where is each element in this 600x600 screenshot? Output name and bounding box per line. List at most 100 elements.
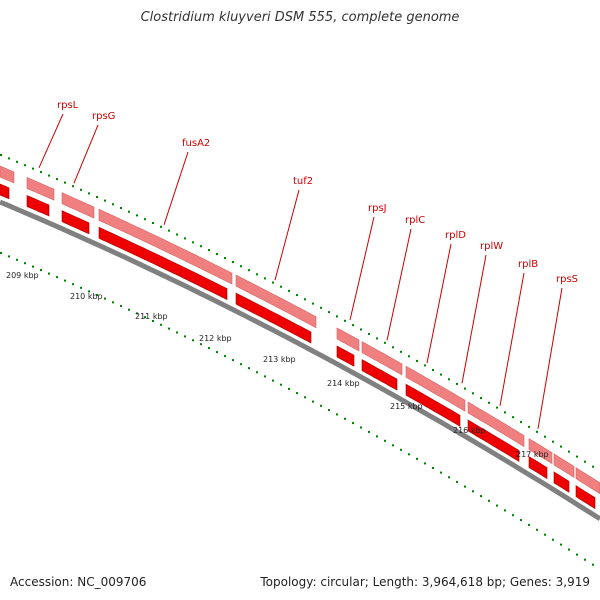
gene-label: rplD bbox=[445, 230, 466, 241]
tick-dot bbox=[584, 460, 586, 463]
gene-box bbox=[361, 341, 403, 376]
tick-dot bbox=[216, 351, 218, 354]
tick-dot bbox=[544, 435, 546, 438]
tick-dot bbox=[432, 369, 434, 371]
tick-dot bbox=[344, 319, 346, 322]
tick-dot bbox=[464, 485, 466, 488]
tick-dot bbox=[384, 439, 386, 442]
tick-dot bbox=[400, 350, 402, 353]
gene-label: rplC bbox=[405, 215, 425, 226]
tick-dot bbox=[0, 252, 2, 254]
tick-dot bbox=[304, 298, 306, 301]
tick-dot bbox=[440, 471, 442, 474]
tick-dot bbox=[96, 196, 98, 198]
tick-dot bbox=[288, 387, 290, 390]
outer-gene-track bbox=[0, 165, 600, 495]
tick-dot bbox=[304, 396, 306, 399]
tick-dot bbox=[176, 331, 178, 334]
tick-dot bbox=[328, 311, 330, 314]
tick-dot bbox=[448, 378, 450, 381]
tick-dot bbox=[176, 233, 178, 236]
tick-dot bbox=[112, 203, 114, 206]
tick-dot bbox=[56, 178, 58, 181]
kbp-label: 215 kbp bbox=[390, 402, 423, 411]
tick-dot bbox=[64, 181, 66, 184]
gene-box bbox=[235, 274, 317, 329]
gene-box bbox=[467, 401, 525, 448]
tick-dot bbox=[536, 430, 538, 433]
tick-dot bbox=[240, 363, 242, 366]
tick-dot bbox=[448, 476, 450, 479]
tick-dot bbox=[168, 229, 170, 232]
tick-dot bbox=[136, 312, 138, 315]
tick-dot bbox=[472, 490, 474, 493]
gene-arrow bbox=[336, 345, 355, 367]
tick-dot bbox=[40, 171, 42, 174]
gene-arrow bbox=[26, 195, 50, 217]
tick-dot bbox=[248, 367, 250, 370]
tick-dot bbox=[472, 392, 474, 395]
tick-dot bbox=[336, 413, 338, 416]
tick-dot bbox=[104, 297, 106, 300]
kbp-label: 211 kbp bbox=[135, 312, 168, 321]
tick-dot bbox=[336, 315, 338, 318]
tick-dot bbox=[552, 440, 554, 443]
leader-line bbox=[386, 228, 412, 341]
gene-label: rplB bbox=[518, 259, 538, 270]
tick-dot bbox=[392, 444, 394, 447]
tick-dot bbox=[232, 359, 234, 362]
gene-box bbox=[61, 192, 95, 219]
tick-dot bbox=[136, 214, 138, 217]
tick-dot bbox=[200, 343, 202, 346]
tick-dot bbox=[328, 409, 330, 412]
tick-dot bbox=[480, 495, 482, 498]
tick-dot bbox=[160, 225, 162, 228]
tick-dot bbox=[184, 335, 186, 338]
tick-dot bbox=[128, 210, 130, 213]
tick-dot bbox=[88, 192, 90, 195]
tick-dot bbox=[528, 425, 530, 428]
gene-label: rpsG bbox=[92, 111, 115, 122]
tick-dot bbox=[24, 262, 26, 265]
tick-dot bbox=[8, 157, 10, 160]
tick-dot bbox=[408, 453, 410, 456]
tick-dot bbox=[264, 375, 266, 378]
tick-dot bbox=[8, 255, 10, 258]
tick-dot bbox=[568, 450, 570, 453]
gene-label: rplW bbox=[480, 241, 503, 252]
tick-dot bbox=[272, 281, 274, 284]
gene-label: rpsS bbox=[556, 274, 578, 285]
tick-dot bbox=[352, 324, 354, 327]
kbp-label-layer: 209 kbp 210 kbp 211 kbp 212 kbp 213 kbp 214 k… bbox=[6, 271, 549, 459]
gene-arrow bbox=[553, 471, 570, 493]
leader-line bbox=[73, 124, 99, 184]
tick-dot bbox=[592, 563, 594, 566]
tick-dot bbox=[368, 430, 370, 433]
tick-dot bbox=[96, 294, 98, 296]
gene-label: fusA2 bbox=[182, 138, 210, 149]
tick-dot bbox=[144, 316, 146, 319]
leader-line bbox=[38, 113, 64, 169]
tick-dot bbox=[360, 426, 362, 429]
tick-dot bbox=[320, 306, 322, 309]
tick-dot bbox=[152, 222, 154, 224]
tick-dot bbox=[224, 355, 226, 358]
tick-dot bbox=[280, 383, 282, 386]
tick-dot bbox=[168, 327, 170, 330]
tick-dot bbox=[584, 558, 586, 561]
tick-dot bbox=[496, 504, 498, 507]
gene-arrow bbox=[235, 292, 312, 344]
kbp-label: 213 kbp bbox=[263, 355, 296, 364]
backbone-line bbox=[0, 199, 600, 521]
outer-tick-track bbox=[0, 154, 594, 468]
gene-label: rpsJ bbox=[368, 203, 387, 214]
tick-dot bbox=[120, 305, 122, 307]
tick-dot bbox=[360, 328, 362, 331]
gene-box bbox=[26, 177, 55, 201]
tick-dot bbox=[568, 548, 570, 551]
gene-arrow bbox=[361, 359, 398, 391]
leader-line bbox=[499, 272, 525, 406]
tick-dot bbox=[440, 373, 442, 376]
tick-dot bbox=[576, 455, 578, 458]
tick-dot bbox=[72, 283, 74, 286]
